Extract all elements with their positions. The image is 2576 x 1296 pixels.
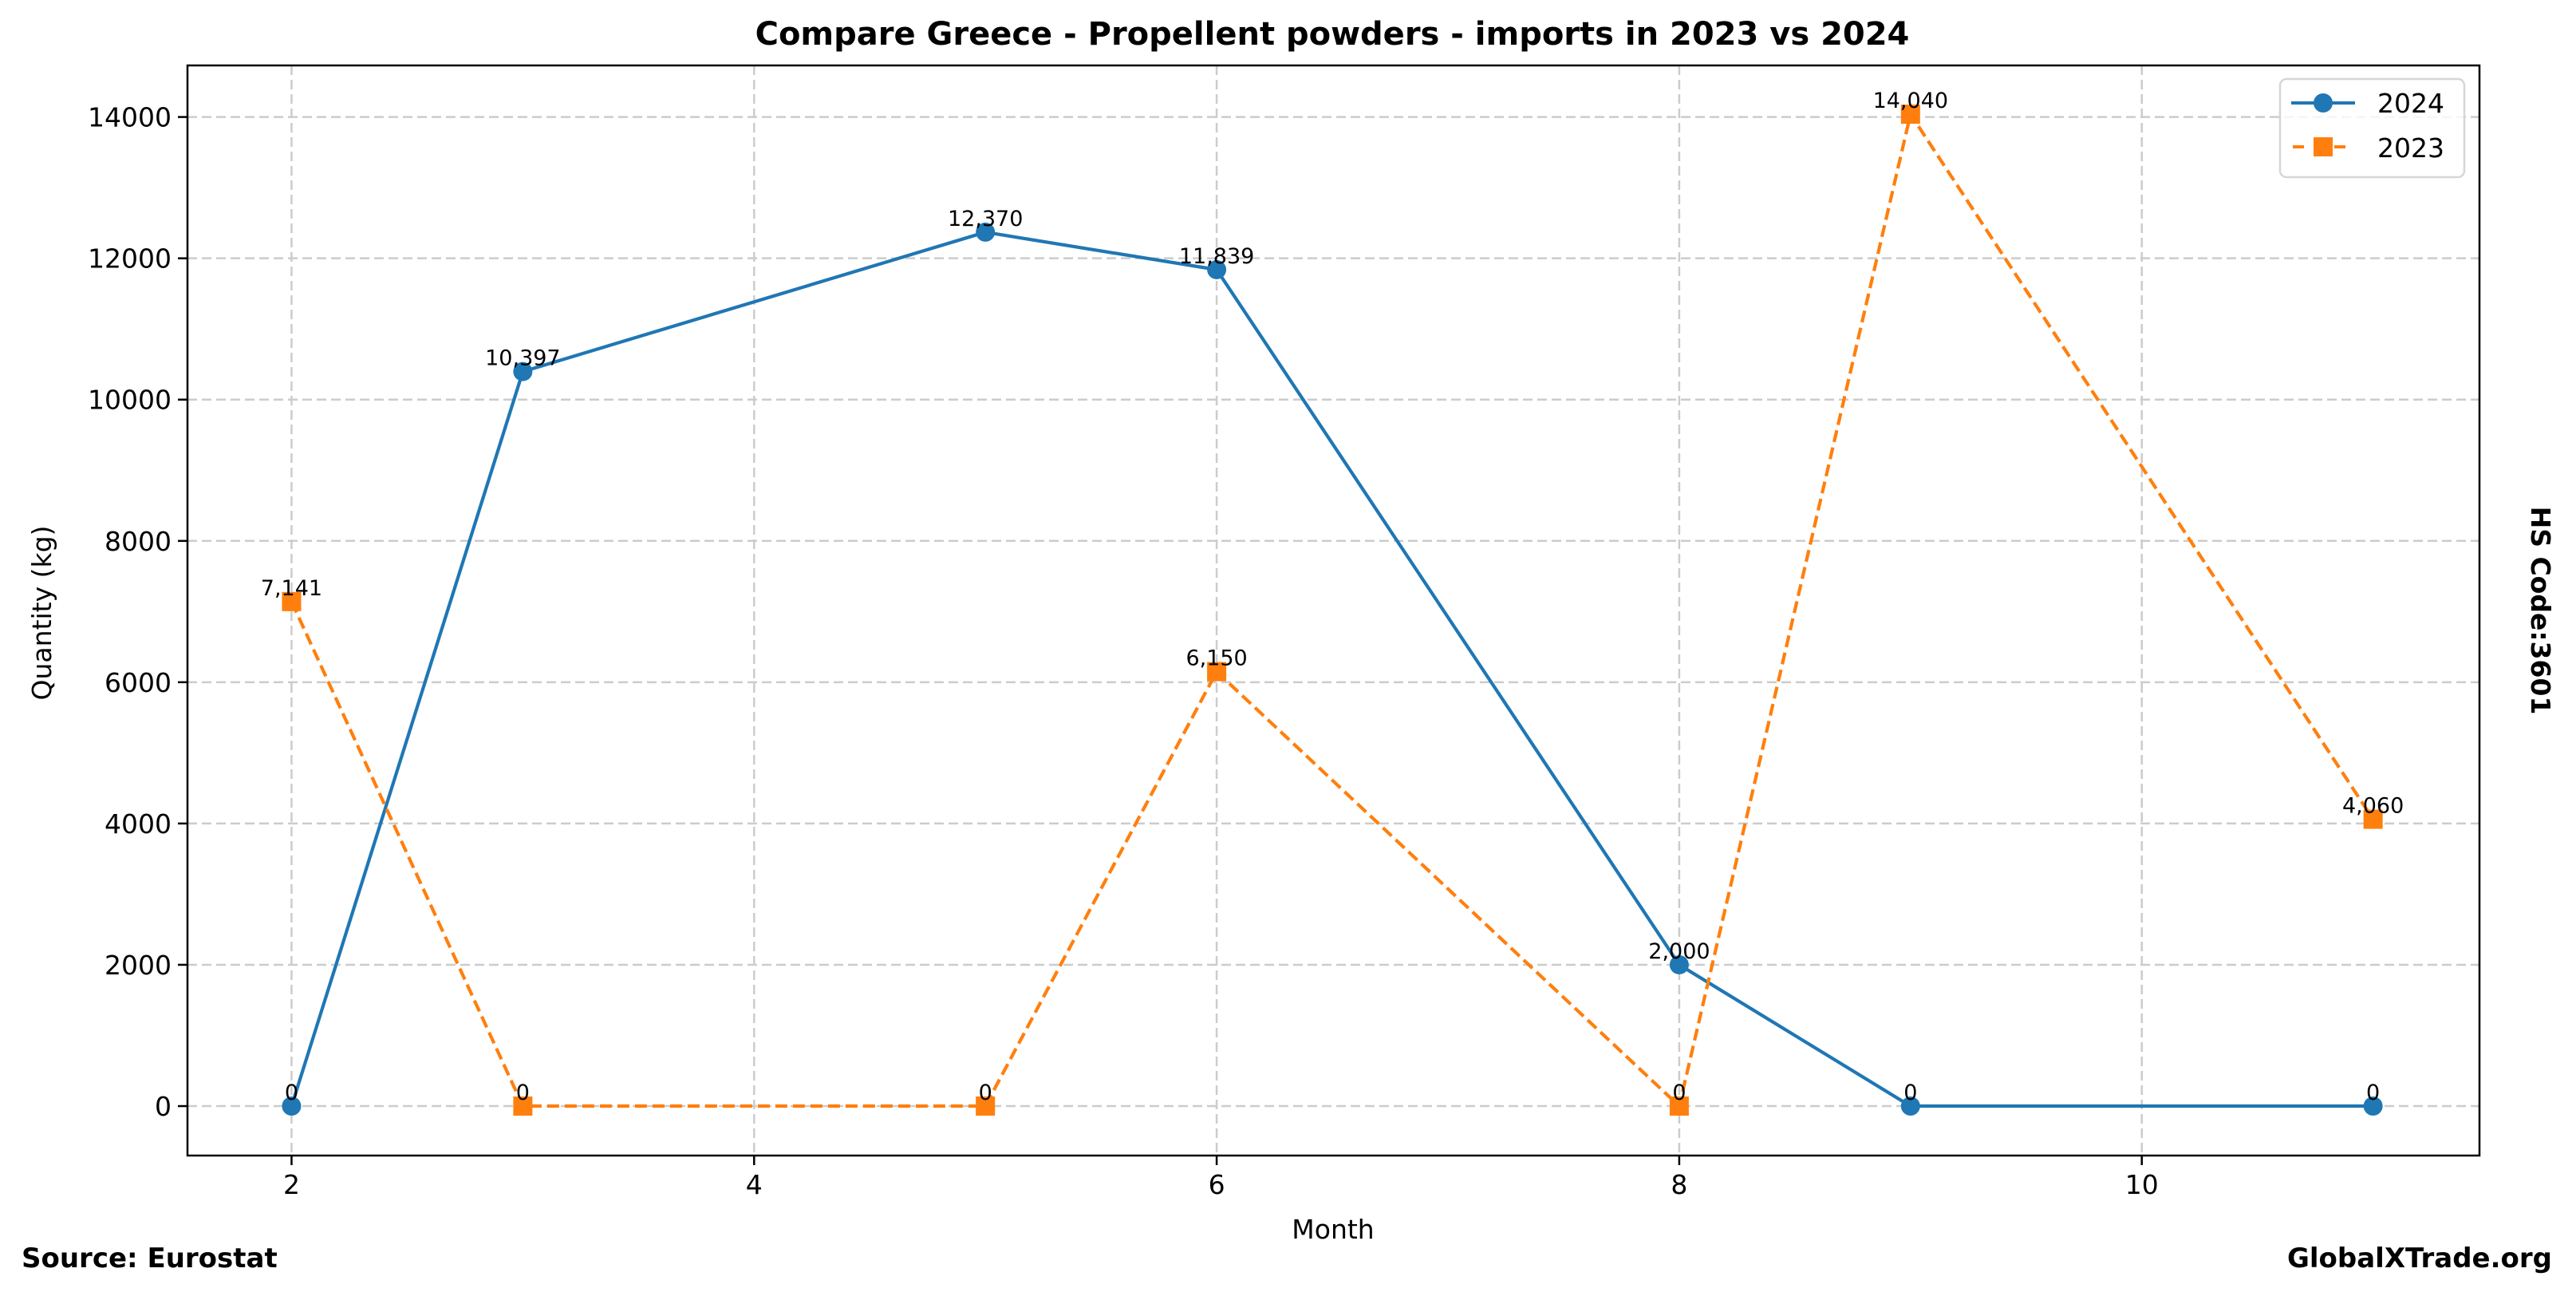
data-point-2024 — [2363, 1096, 2383, 1116]
y-tick-label: 6000 — [105, 667, 172, 698]
y-tick-label: 0 — [155, 1091, 172, 1122]
series-line-2024 — [290, 230, 2373, 1108]
x-tick-label: 2 — [283, 1169, 300, 1200]
data-point-2023 — [1207, 662, 1227, 682]
y-tick-label: 8000 — [105, 526, 172, 557]
data-point-2024 — [282, 1096, 302, 1116]
data-label-2023: 0 — [516, 1081, 530, 1105]
series-line-2023 — [290, 112, 2375, 1108]
y-tick-label: 14000 — [88, 102, 172, 133]
legend-item-2024: 2024 — [2291, 88, 2444, 119]
x-tick-label: 10 — [2125, 1169, 2159, 1200]
legend-label-2024: 2024 — [2377, 88, 2444, 119]
data-point-2023 — [976, 1096, 996, 1116]
data-label-2024: 12,370 — [948, 207, 1023, 231]
data-label-2024: 0 — [285, 1081, 298, 1105]
source-footer: Source: Eurostat — [22, 1243, 278, 1274]
data-label-2023: 6,150 — [1185, 646, 1247, 671]
data-label-2023: 0 — [979, 1081, 992, 1105]
legend-item-2023: 2023 — [2293, 132, 2444, 164]
data-point-2024 — [513, 362, 533, 381]
legend-label-2023: 2023 — [2377, 132, 2444, 164]
chart-title: Compare Greece - Propellent powders - im… — [755, 16, 1910, 53]
y-tick-label: 4000 — [105, 808, 172, 840]
y-tick-label: 10000 — [88, 385, 172, 416]
legend-marker-2024 — [2314, 93, 2333, 113]
data-point-2023 — [513, 1096, 533, 1116]
hs-code-annotation: HS Code:3601 — [2525, 507, 2556, 715]
data-point-2023 — [2363, 809, 2383, 829]
data-label-2024: 2,000 — [1648, 939, 1710, 964]
x-axis-label: Month — [1292, 1214, 1374, 1245]
x-tick-label: 6 — [1209, 1169, 1225, 1200]
data-label-2024: 0 — [2366, 1081, 2380, 1105]
data-label-2023: 4,060 — [2342, 794, 2404, 819]
data-label-2023: 14,040 — [1873, 89, 1948, 113]
data-label-2024: 10,397 — [485, 346, 560, 371]
data-label-2024: 0 — [1903, 1081, 1917, 1105]
grid-lines — [187, 65, 2479, 1156]
y-tick-label: 12000 — [88, 243, 172, 275]
y-tick-label: 2000 — [105, 950, 172, 981]
data-point-2024 — [1207, 259, 1227, 279]
data-label-2023: 0 — [1672, 1081, 1686, 1105]
brand-footer: GlobalXTrade.org — [2287, 1243, 2552, 1274]
data-labels-layer: 0 10,397 12,370 11,839 2,000 0 0 7,141 0 0 6,150 0 1… — [261, 89, 2404, 1105]
axis-ticks: 2 4 6 8 10 0 2000 4000 6000 8000 10000 12000 14000 — [88, 102, 2159, 1200]
legend: 2024 2023 — [2278, 77, 2466, 179]
data-label-2023: 7,141 — [261, 576, 322, 601]
data-point-2023 — [1900, 105, 1920, 124]
data-label-2024: 11,839 — [1179, 244, 1254, 269]
data-point-2023 — [282, 591, 302, 611]
data-point-2024 — [976, 222, 996, 242]
x-tick-label: 8 — [1671, 1169, 1687, 1200]
data-point-2023 — [1669, 1096, 1689, 1116]
plot-frame — [186, 64, 2481, 1157]
y-axis-label: Quantity (kg) — [26, 526, 57, 701]
legend-marker-2023 — [2314, 137, 2333, 156]
data-point-2024 — [1900, 1096, 1920, 1116]
series-layer — [282, 105, 2383, 1116]
x-tick-label: 4 — [746, 1169, 763, 1200]
data-point-2024 — [1669, 954, 1689, 974]
